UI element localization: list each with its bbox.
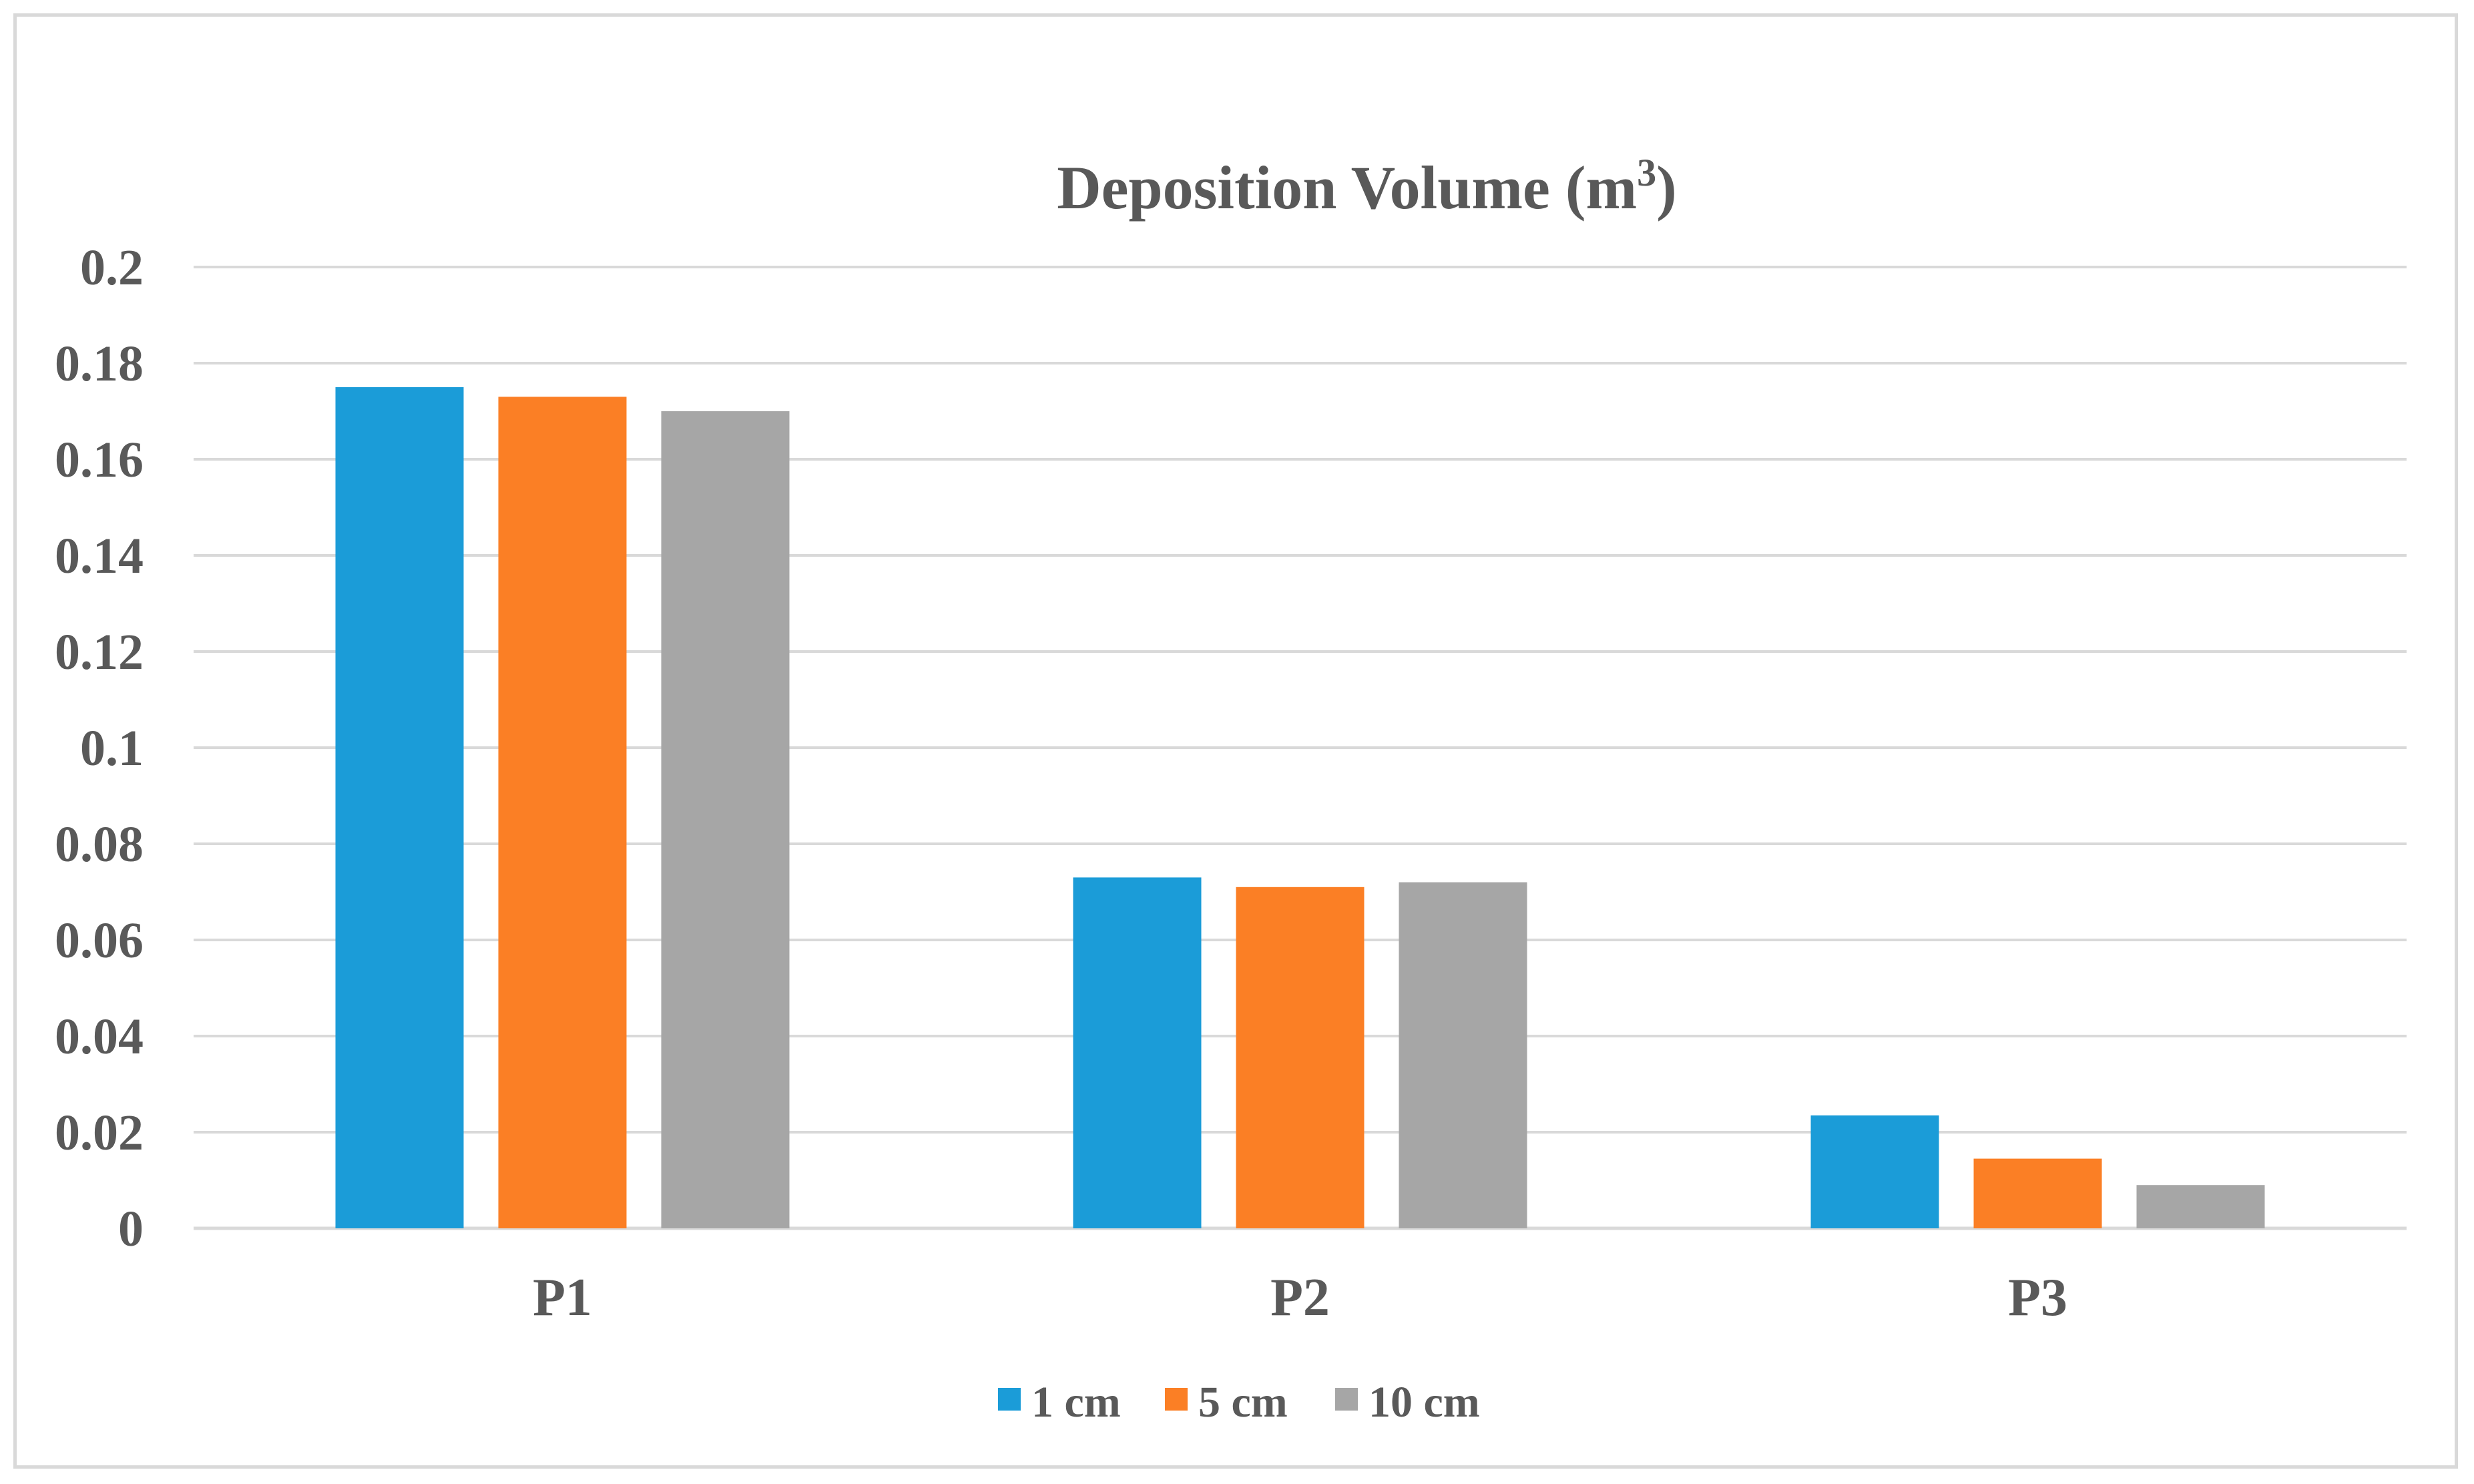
chart-title-suffix: ): [1656, 154, 1677, 222]
bar: [1399, 882, 1527, 1228]
chart-title-superscript: 3: [1637, 151, 1656, 194]
bar: [1236, 887, 1365, 1228]
bar: [661, 411, 790, 1228]
y-tick-label: 0.12: [55, 624, 144, 680]
bar: [2136, 1185, 2265, 1228]
bar: [335, 387, 464, 1228]
x-tick-label: P1: [533, 1268, 592, 1327]
y-axis-tick-labels: 0 0.02 0.04 0.06 0.08 0.1 0.12 0.14 0.16 0.18 0.2: [55, 240, 144, 1257]
y-tick-label: 0.1: [80, 720, 144, 776]
legend-label: 1 cm: [1031, 1378, 1121, 1427]
x-tick-label: P2: [1270, 1268, 1330, 1327]
y-tick-label: 0.14: [55, 528, 144, 584]
bar: [1973, 1158, 2102, 1228]
y-tick-label: 0.06: [55, 913, 144, 969]
bar: [1073, 877, 1202, 1228]
legend-swatch: [998, 1388, 1021, 1411]
chart-title-main: Deposition Volume (m: [1057, 154, 1637, 222]
chart-title: Deposition Volume (m3): [1057, 151, 1677, 222]
legend-swatch: [1165, 1388, 1188, 1411]
legend-label: 5 cm: [1198, 1378, 1288, 1427]
y-tick-label: 0.04: [55, 1009, 144, 1065]
bars: [335, 387, 2265, 1228]
legend-label: 10 cm: [1369, 1378, 1480, 1427]
y-tick-label: 0.02: [55, 1105, 144, 1161]
y-tick-label: 0: [118, 1201, 144, 1257]
x-tick-label: P3: [2008, 1268, 2067, 1327]
y-tick-label: 0.2: [80, 240, 144, 296]
y-tick-label: 0.08: [55, 816, 144, 873]
bar: [498, 397, 627, 1228]
x-axis: P1 P2 P3: [533, 1268, 2067, 1327]
y-tick-label: 0.18: [55, 336, 144, 392]
legend-swatch: [1335, 1388, 1358, 1411]
bar: [1810, 1115, 1939, 1228]
legend: 1 cm 5 cm 10 cm: [998, 1378, 1480, 1427]
y-tick-label: 0.16: [55, 432, 144, 488]
